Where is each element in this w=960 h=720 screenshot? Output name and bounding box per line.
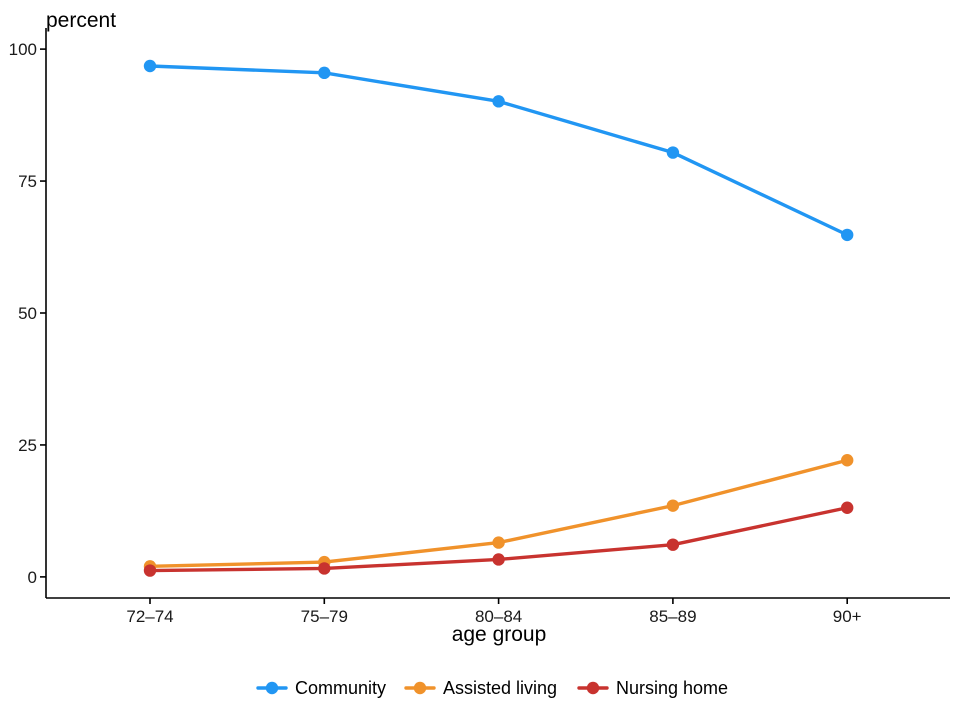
data-point-nursing-home xyxy=(318,562,331,575)
data-point-community xyxy=(666,146,680,159)
data-point-assisted-living xyxy=(841,454,854,467)
legend-marker-community xyxy=(265,681,279,695)
legend-label-community: Community xyxy=(295,678,386,698)
data-point-nursing-home xyxy=(666,538,680,551)
x-tick-label: 75–79 xyxy=(301,607,348,626)
y-tick-label: 100 xyxy=(9,40,37,59)
y-tick-label: 0 xyxy=(28,568,37,587)
series-community xyxy=(143,59,854,242)
y-axis-title: percent xyxy=(46,9,116,32)
y-tick-label: 50 xyxy=(18,304,37,323)
x-axis-title: age group xyxy=(452,623,547,646)
y-ticks: 0 25 50 75 100 xyxy=(9,40,46,587)
x-tick-label: 90+ xyxy=(833,607,862,626)
legend-marker-nursing-home xyxy=(586,681,600,695)
data-point-community xyxy=(492,95,505,108)
legend-item-assisted-living: Assisted living xyxy=(404,678,557,698)
data-point-nursing-home xyxy=(143,564,157,577)
series-layer xyxy=(143,59,854,577)
data-point-community xyxy=(143,59,157,73)
data-point-community xyxy=(318,66,331,80)
data-point-assisted-living xyxy=(666,499,680,512)
legend-item-nursing-home: Nursing home xyxy=(577,678,728,698)
data-point-community xyxy=(841,228,854,242)
data-point-assisted-living xyxy=(492,536,505,549)
series-nursing-home xyxy=(143,501,854,577)
series-line-assisted-living xyxy=(148,458,849,569)
y-tick-label: 75 xyxy=(18,172,37,191)
legend-label-nursing-home: Nursing home xyxy=(616,678,728,698)
axes xyxy=(45,28,950,599)
x-ticks: 72–74 75–79 80–84 85–89 90+ xyxy=(126,598,862,626)
y-tick-label: 25 xyxy=(18,436,37,455)
series-line-community xyxy=(148,64,849,237)
data-point-nursing-home xyxy=(492,553,505,566)
x-tick-label: 80–84 xyxy=(475,607,522,626)
data-point-nursing-home xyxy=(841,501,854,514)
legend-label-assisted-living: Assisted living xyxy=(443,678,557,698)
x-tick-label: 85–89 xyxy=(649,607,696,626)
legend-marker-assisted-living xyxy=(413,681,427,695)
legend: Community Assisted living Nursing home xyxy=(256,678,728,698)
x-tick-label: 72–74 xyxy=(126,607,173,626)
legend-item-community: Community xyxy=(256,678,386,698)
